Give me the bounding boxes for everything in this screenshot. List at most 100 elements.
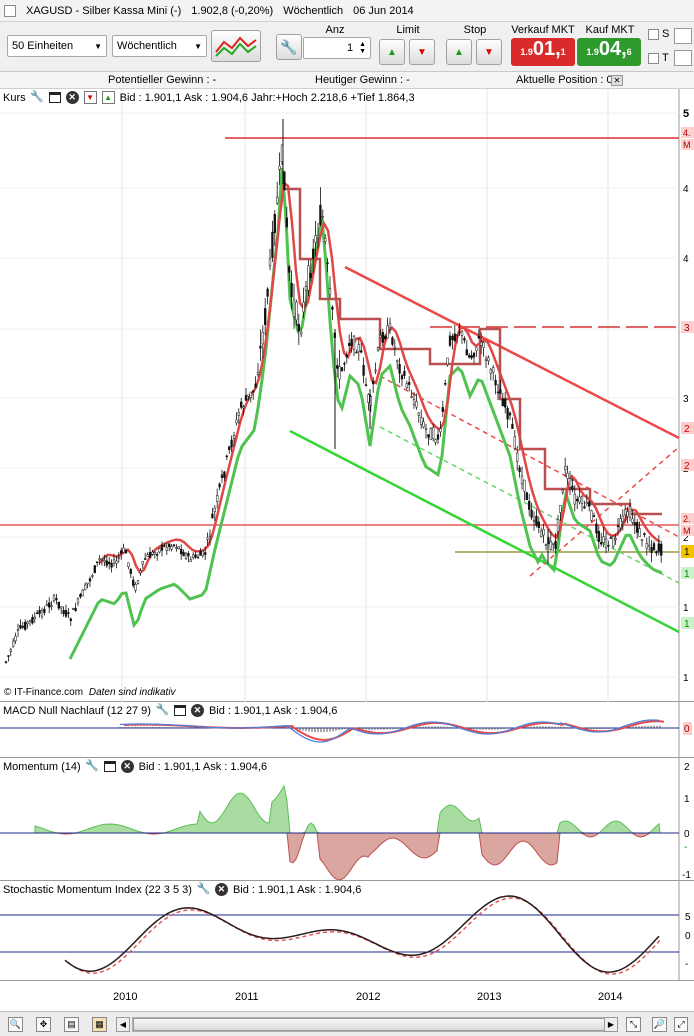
candle-body xyxy=(559,505,562,513)
candle-body xyxy=(638,528,641,537)
zoom-tool-icon[interactable]: 🔎 xyxy=(652,1017,667,1032)
macd-zero-tag: 0 xyxy=(684,724,690,735)
candle-body xyxy=(213,507,216,512)
candle-body xyxy=(480,341,483,346)
candle-body xyxy=(112,559,116,564)
close-icon[interactable]: ✕ xyxy=(65,91,79,104)
momentum-pane[interactable]: 2 1 0 - -1 Momentum (14) 🔧 ✕ Bid : 1.901… xyxy=(0,758,694,881)
candle-body xyxy=(552,542,555,545)
candle-body xyxy=(604,538,608,549)
fit-icon[interactable]: ⤢ xyxy=(674,1017,688,1032)
candlestick-series xyxy=(4,119,663,664)
candle-body xyxy=(410,396,413,398)
buy-arrow-icon[interactable]: ▲ xyxy=(101,91,115,104)
t-checkbox[interactable] xyxy=(648,53,659,64)
candle-body xyxy=(180,548,183,555)
candle-body xyxy=(225,455,228,458)
sell-market-button[interactable]: 1.9 01, 1 xyxy=(511,38,575,66)
downtrend-mid-dashed-green xyxy=(379,426,680,584)
buy-market-button[interactable]: 1.9 04, 6 xyxy=(577,38,641,66)
units-select[interactable]: 50 Einheiten ▼ xyxy=(7,35,107,57)
macd-pane[interactable]: 0 MACD Null Nachlauf (12 27 9) 🔧 ✕ Bid :… xyxy=(0,702,694,758)
candle-body xyxy=(218,483,221,488)
print-icon[interactable]: ▤ xyxy=(64,1017,79,1032)
red-moving-average xyxy=(98,180,661,575)
candle-body xyxy=(132,579,135,586)
stop-buy-button[interactable]: ▲ xyxy=(446,39,472,65)
window-icon[interactable] xyxy=(48,92,61,103)
zoom-in-icon[interactable]: 🔍 xyxy=(8,1017,23,1032)
stochastic-pane[interactable]: 5 0 - Stochastic Momentum Index (22 3 5 … xyxy=(0,881,694,981)
window-icon[interactable] xyxy=(103,761,116,772)
window-icon[interactable] xyxy=(173,705,186,716)
close-icon[interactable]: ✕ xyxy=(190,704,204,717)
close-icon[interactable]: ✕ xyxy=(120,760,134,773)
candle-body xyxy=(492,367,495,373)
instrument-checkbox[interactable] xyxy=(4,4,16,17)
candle-body xyxy=(465,349,468,356)
s-value-field[interactable] xyxy=(674,28,692,44)
limit-sell-button[interactable]: ▼ xyxy=(409,39,435,65)
axis-tick: - xyxy=(684,842,687,853)
wrench-icon[interactable]: 🔧 xyxy=(196,883,211,895)
candle-body xyxy=(189,559,192,562)
candle-body xyxy=(516,452,519,462)
potential-profit: Potentieller Gewinn : - xyxy=(108,74,217,86)
scroll-left-button[interactable]: ◀ xyxy=(116,1017,130,1032)
title-bar: XAGUSD - Silber Kassa Mini (-) 1.902,8 (… xyxy=(0,0,694,22)
stop-sell-button[interactable]: ▼ xyxy=(476,39,502,65)
darkred-stepped-line xyxy=(283,187,662,516)
candle-body xyxy=(496,391,500,394)
candle-body xyxy=(436,434,440,440)
scroll-right-button[interactable]: ▶ xyxy=(604,1017,618,1032)
wrench-icon[interactable]: 🔧 xyxy=(85,760,99,772)
pane-title: Stochastic Momentum Index (22 3 5 3) xyxy=(3,883,192,896)
macd-chart: 0 xyxy=(0,702,692,758)
chart-type-button[interactable] xyxy=(211,30,261,62)
quantity-stepper[interactable]: 1 ▲ ▼ xyxy=(303,37,371,59)
candle-body xyxy=(204,552,207,555)
indicator-icon[interactable]: ▦ xyxy=(92,1017,107,1032)
time-scrollbar[interactable] xyxy=(132,1017,616,1032)
downtrend-upper-line xyxy=(344,265,680,440)
candle-body xyxy=(273,214,276,233)
candle-body xyxy=(580,496,584,504)
candle-body xyxy=(36,612,39,615)
zoom-out-icon[interactable]: ⤡ xyxy=(626,1017,641,1032)
candle-body xyxy=(405,383,408,388)
wrench-icon[interactable]: 🔧 xyxy=(30,91,44,103)
wrench-icon[interactable]: 🔧 xyxy=(155,704,170,716)
candle-body xyxy=(403,370,406,376)
momentum-negative-area xyxy=(35,832,660,881)
candle-body xyxy=(278,165,281,170)
candle-body xyxy=(566,472,569,479)
crosshair-icon[interactable]: ✥ xyxy=(36,1017,51,1032)
price-chart-pane[interactable]: 5 4 4 3 3 2 2 1 1 1 4. M 3 2 2 2. M 1 1 … xyxy=(0,89,694,702)
close-icon[interactable]: ✕ xyxy=(214,883,228,896)
candle-body xyxy=(120,550,123,554)
candle-body xyxy=(40,610,44,617)
limit-buy-button[interactable]: ▲ xyxy=(379,39,405,65)
candle-body xyxy=(153,552,156,555)
t-value-field[interactable] xyxy=(674,50,692,66)
stepper-arrows-icon[interactable]: ▲ ▼ xyxy=(359,41,366,55)
candle-body xyxy=(640,539,644,541)
sell-arrow-icon[interactable]: ▼ xyxy=(83,91,97,104)
s-checkbox[interactable] xyxy=(648,29,659,40)
candle-body xyxy=(124,550,128,554)
uptrend-dashed-line xyxy=(529,446,680,577)
candle-body xyxy=(141,561,144,565)
settings-wrench-button[interactable]: 🔧 xyxy=(276,34,302,60)
candle-body xyxy=(139,570,142,573)
axis-tick: 4 xyxy=(683,254,689,265)
candle-body xyxy=(266,288,269,297)
instrument-name: XAGUSD - Silber Kassa Mini (-) xyxy=(26,4,182,17)
candle-body xyxy=(592,515,596,517)
period-select-value: Wöchentlich xyxy=(117,40,177,52)
scroll-thumb[interactable] xyxy=(133,1018,606,1031)
close-position-icon[interactable]: ✕ xyxy=(611,75,623,86)
period-select[interactable]: Wöchentlich ▼ xyxy=(112,35,207,57)
candle-body xyxy=(256,371,260,375)
candle-body xyxy=(626,511,629,517)
candle-body xyxy=(52,595,56,601)
